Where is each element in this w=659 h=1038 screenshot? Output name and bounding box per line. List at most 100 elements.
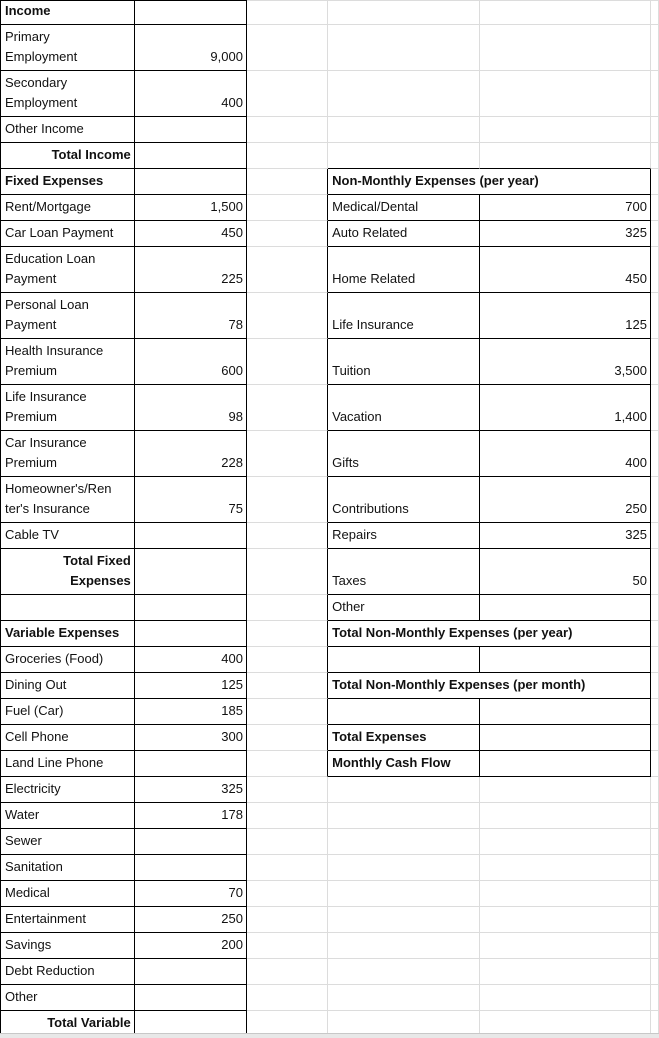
cell-D26[interactable] [328, 829, 481, 855]
cell-D28[interactable] [328, 881, 481, 907]
cell-C11[interactable] [246, 339, 329, 385]
cell-C2[interactable] [246, 25, 329, 71]
cell-B5[interactable] [134, 143, 247, 169]
cell-A28[interactable]: Medical [0, 881, 135, 907]
cell-A11[interactable]: Health Insurance Premium [0, 339, 135, 385]
cell-A23[interactable]: Land Line Phone [0, 751, 135, 777]
cell-C13[interactable] [246, 431, 329, 477]
cell-D27[interactable] [328, 855, 481, 881]
cell-E3[interactable] [480, 71, 651, 117]
cell-D6[interactable]: Non-Monthly Expenses (per year) [328, 169, 651, 195]
cell-D10[interactable]: Life Insurance [328, 293, 481, 339]
cell-D11[interactable]: Tuition [328, 339, 481, 385]
cell-A9[interactable]: Education Loan Payment [0, 247, 135, 293]
cell-C28[interactable] [246, 881, 329, 907]
cell-F7[interactable] [650, 195, 659, 221]
cell-F5[interactable] [650, 143, 659, 169]
cell-B1[interactable] [134, 0, 247, 25]
cell-D16[interactable]: Taxes [328, 549, 481, 595]
cell-A2[interactable]: Primary Employment [0, 25, 135, 71]
cell-B10[interactable]: 78 [134, 293, 247, 339]
cell-F29[interactable] [650, 907, 659, 933]
cell-A12[interactable]: Life Insurance Premium [0, 385, 135, 431]
cell-D20[interactable]: Total Non-Monthly Expenses (per month) [328, 673, 651, 699]
cell-E23[interactable] [480, 751, 651, 777]
cell-D29[interactable] [328, 907, 481, 933]
cell-C31[interactable] [246, 959, 329, 985]
cell-D24[interactable] [328, 777, 481, 803]
cell-E17[interactable] [480, 595, 651, 621]
cell-F4[interactable] [650, 117, 659, 143]
cell-D13[interactable]: Gifts [328, 431, 481, 477]
cell-C3[interactable] [246, 71, 329, 117]
cell-C23[interactable] [246, 751, 329, 777]
cell-D19[interactable] [328, 647, 481, 673]
cell-B7[interactable]: 1,500 [134, 195, 247, 221]
cell-F10[interactable] [650, 293, 659, 339]
cell-C15[interactable] [246, 523, 329, 549]
cell-D22[interactable]: Total Expenses [328, 725, 481, 751]
cell-B15[interactable] [134, 523, 247, 549]
cell-A4[interactable]: Other Income [0, 117, 135, 143]
cell-B8[interactable]: 450 [134, 221, 247, 247]
cell-F19[interactable] [650, 647, 659, 673]
cell-D9[interactable]: Home Related [328, 247, 481, 293]
cell-C5[interactable] [246, 143, 329, 169]
cell-D15[interactable]: Repairs [328, 523, 481, 549]
cell-B16[interactable] [134, 549, 247, 595]
cell-B17[interactable] [134, 595, 247, 621]
cell-F14[interactable] [650, 477, 659, 523]
cell-C4[interactable] [246, 117, 329, 143]
cell-A16[interactable]: Total Fixed Expenses [0, 549, 135, 595]
cell-A18[interactable]: Variable Expenses [0, 621, 135, 647]
cell-D7[interactable]: Medical/Dental [328, 195, 481, 221]
cell-E31[interactable] [480, 959, 651, 985]
cell-C32[interactable] [246, 985, 329, 1011]
cell-D5[interactable] [328, 143, 481, 169]
cell-E26[interactable] [480, 829, 651, 855]
cell-C22[interactable] [246, 725, 329, 751]
cell-A26[interactable]: Sewer [0, 829, 135, 855]
cell-F25[interactable] [650, 803, 659, 829]
cell-D8[interactable]: Auto Related [328, 221, 481, 247]
cell-A21[interactable]: Fuel (Car) [0, 699, 135, 725]
cell-E9[interactable]: 450 [480, 247, 651, 293]
cell-B26[interactable] [134, 829, 247, 855]
cell-B24[interactable]: 325 [134, 777, 247, 803]
cell-B31[interactable] [134, 959, 247, 985]
cell-B23[interactable] [134, 751, 247, 777]
cell-B14[interactable]: 75 [134, 477, 247, 523]
cell-B21[interactable]: 185 [134, 699, 247, 725]
cell-D18[interactable]: Total Non-Monthly Expenses (per year) [328, 621, 651, 647]
cell-A14[interactable]: Homeowner's/Ren ter's Insurance [0, 477, 135, 523]
cell-C6[interactable] [246, 169, 329, 195]
cell-A6[interactable]: Fixed Expenses [0, 169, 135, 195]
cell-C17[interactable] [246, 595, 329, 621]
cell-D32[interactable] [328, 985, 481, 1011]
cell-A17[interactable] [0, 595, 135, 621]
cell-C30[interactable] [246, 933, 329, 959]
cell-F28[interactable] [650, 881, 659, 907]
cell-F17[interactable] [650, 595, 659, 621]
cell-E5[interactable] [480, 143, 651, 169]
cell-D1[interactable] [328, 0, 481, 25]
cell-E32[interactable] [480, 985, 651, 1011]
cell-A8[interactable]: Car Loan Payment [0, 221, 135, 247]
cell-B4[interactable] [134, 117, 247, 143]
cell-B20[interactable]: 125 [134, 673, 247, 699]
cell-F32[interactable] [650, 985, 659, 1011]
cell-E13[interactable]: 400 [480, 431, 651, 477]
cell-D31[interactable] [328, 959, 481, 985]
cell-E15[interactable]: 325 [480, 523, 651, 549]
cell-F8[interactable] [650, 221, 659, 247]
cell-A29[interactable]: Entertainment [0, 907, 135, 933]
cell-F31[interactable] [650, 959, 659, 985]
cell-E4[interactable] [480, 117, 651, 143]
cell-F27[interactable] [650, 855, 659, 881]
cell-A22[interactable]: Cell Phone [0, 725, 135, 751]
cell-D30[interactable] [328, 933, 481, 959]
cell-B25[interactable]: 178 [134, 803, 247, 829]
cell-D3[interactable] [328, 71, 481, 117]
cell-A7[interactable]: Rent/Mortgage [0, 195, 135, 221]
cell-F15[interactable] [650, 523, 659, 549]
